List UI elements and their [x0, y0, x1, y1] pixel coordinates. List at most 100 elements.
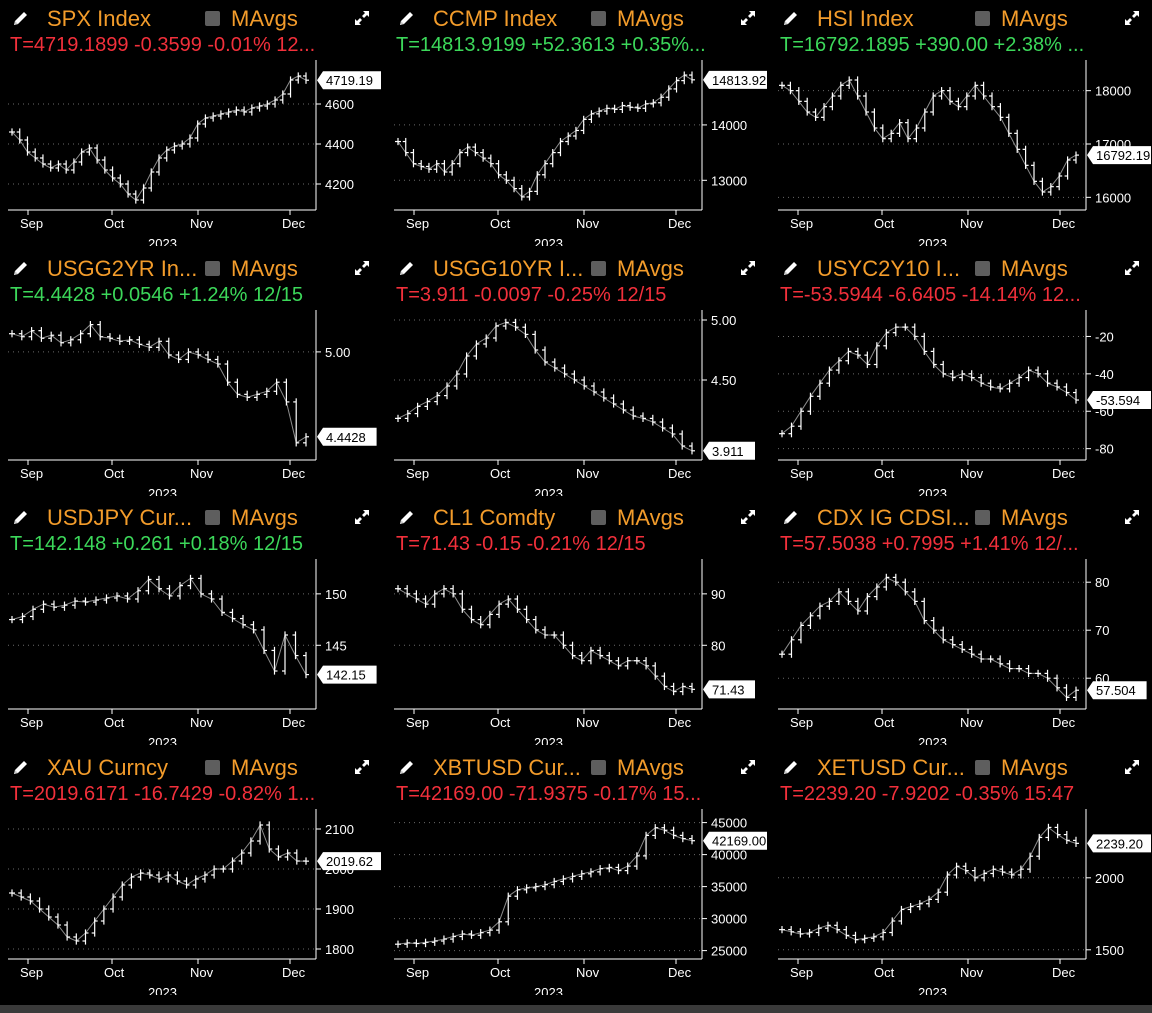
ticker-label[interactable]: XAU Curncy — [47, 755, 169, 780]
chart-panel[interactable]: CCMP Index MAvgs T=14813.9199 +52.3613 +0.… — [386, 0, 767, 248]
price-chart[interactable]: 4.50 5.00 Sep Oct Nov Dec 2023 3.911 — [386, 306, 767, 496]
checkbox-icon[interactable] — [591, 261, 606, 276]
pencil-icon[interactable] — [781, 8, 801, 28]
price-chart[interactable]: 1500 2000 Sep Oct Nov Dec 2023 2239.20 — [770, 805, 1151, 995]
expand-icon[interactable] — [352, 8, 372, 28]
chart-panel[interactable]: XETUSD Cur... MAvgs T=2239.20 -7.9202 -0.3… — [770, 749, 1151, 997]
chart-panel[interactable]: USGG2YR In... MAvgs T=4.4428 +0.0546 +1.24… — [0, 250, 381, 498]
ticker-label[interactable]: CL1 Comdty — [433, 505, 556, 530]
checkbox-icon[interactable] — [975, 510, 990, 525]
year-label: 2023 — [918, 236, 947, 246]
price-bar — [174, 871, 181, 885]
price-chart[interactable]: 5.00 Sep Oct Nov Dec 2023 4.4428 — [0, 306, 381, 496]
mavgs-label[interactable]: MAvgs — [617, 505, 684, 530]
chart-panel[interactable]: CL1 Comdty MAvgs T=71.43 -0.15 -0.21% 12/1… — [386, 499, 767, 747]
price-bar — [896, 119, 903, 137]
pencil-icon[interactable] — [397, 757, 417, 777]
expand-icon[interactable] — [738, 8, 758, 28]
ticker-label[interactable]: XETUSD Cur... — [817, 755, 965, 780]
mavgs-label[interactable]: MAvgs — [1001, 505, 1068, 530]
price-chart[interactable]: 25000 30000 35000 40000 45000 Sep Oct Nov Dec 202… — [386, 805, 767, 995]
x-tick-label: Dec — [282, 466, 306, 481]
price-chart[interactable]: 80 90 Sep Oct Nov Dec 2023 71.43 — [386, 555, 767, 745]
price-bar — [54, 913, 61, 929]
expand-icon[interactable] — [738, 757, 758, 777]
ticker-label[interactable]: SPX Index — [47, 6, 151, 31]
mavgs-label[interactable]: MAvgs — [617, 256, 684, 281]
expand-icon[interactable] — [1122, 757, 1142, 777]
checkbox-icon[interactable] — [205, 11, 220, 26]
chart-panel[interactable]: XBTUSD Cur... MAvgs T=42169.00 -71.9375 -0… — [386, 749, 767, 997]
chart-panel[interactable]: CDX IG CDSI... MAvgs T=57.5038 +0.7995 +1.… — [770, 499, 1151, 747]
mavgs-label[interactable]: MAvgs — [617, 755, 684, 780]
checkbox-icon[interactable] — [975, 760, 990, 775]
pencil-icon[interactable] — [781, 757, 801, 777]
mavgs-label[interactable]: MAvgs — [617, 6, 684, 31]
expand-icon[interactable] — [1122, 258, 1142, 278]
chart-panel[interactable]: USGG10YR I... MAvgs T=3.911 -0.0097 -0.25%… — [386, 250, 767, 498]
price-chart[interactable]: 145 150 Sep Oct Nov Dec 2023 142.15 — [0, 555, 381, 745]
price-chart[interactable]: 13000 14000 Sep Oct Nov Dec 2023 14813.92 — [386, 56, 767, 246]
mavgs-label[interactable]: MAvgs — [231, 256, 298, 281]
expand-icon[interactable] — [352, 507, 372, 527]
checkbox-icon[interactable] — [975, 261, 990, 276]
checkbox-icon[interactable] — [205, 510, 220, 525]
expand-icon[interactable] — [1122, 8, 1142, 28]
price-bar — [238, 849, 245, 865]
expand-icon[interactable] — [352, 757, 372, 777]
mavgs-label[interactable]: MAvgs — [1001, 256, 1068, 281]
price-bar — [963, 92, 970, 111]
price-bar — [250, 621, 257, 634]
pencil-icon[interactable] — [781, 507, 801, 527]
ticker-label[interactable]: CDX IG CDSI... — [817, 505, 970, 530]
mavgs-label[interactable]: MAvgs — [231, 6, 298, 31]
pencil-icon[interactable] — [11, 8, 31, 28]
chart-panel[interactable]: HSI Index MAvgs T=16792.1895 +390.00 +2.38… — [770, 0, 1151, 248]
x-tick-label: Dec — [282, 715, 306, 730]
price-bar — [303, 433, 309, 447]
bottom-scroll-bar[interactable] — [0, 1005, 1152, 1013]
mavgs-label[interactable]: MAvgs — [231, 505, 298, 530]
price-bar — [1006, 660, 1013, 673]
chart-panel[interactable]: USDJPY Cur... MAvgs T=142.148 +0.261 +0.18… — [0, 499, 381, 747]
checkbox-icon[interactable] — [591, 510, 606, 525]
price-bar — [959, 370, 966, 382]
price-bar — [185, 348, 192, 364]
mavgs-label[interactable]: MAvgs — [1001, 6, 1068, 31]
pencil-icon[interactable] — [11, 757, 31, 777]
checkbox-icon[interactable] — [205, 760, 220, 775]
expand-icon[interactable] — [352, 258, 372, 278]
mavgs-label[interactable]: MAvgs — [231, 755, 298, 780]
expand-icon[interactable] — [1122, 507, 1142, 527]
checkbox-icon[interactable] — [975, 11, 990, 26]
pencil-icon[interactable] — [397, 507, 417, 527]
pencil-icon[interactable] — [397, 8, 417, 28]
y-tick-label: 35000 — [711, 880, 747, 895]
expand-icon[interactable] — [738, 507, 758, 527]
pencil-icon[interactable] — [11, 258, 31, 278]
ticker-label[interactable]: USGG10YR I... — [433, 256, 584, 281]
expand-icon[interactable] — [738, 258, 758, 278]
chart-panel[interactable]: XAU Curncy MAvgs T=2019.6171 -16.7429 -0.8… — [0, 749, 381, 997]
chart-panel[interactable]: USYC2Y10 I... MAvgs T=-53.5944 -6.6405 -14… — [770, 250, 1151, 498]
ticker-label[interactable]: USYC2Y10 I... — [817, 256, 961, 281]
pencil-icon[interactable] — [11, 507, 31, 527]
checkbox-icon[interactable] — [591, 760, 606, 775]
chart-panel[interactable]: SPX Index MAvgs T=4719.1899 -0.3599 -0.01%… — [0, 0, 381, 248]
ticker-label[interactable]: USGG2YR In... — [47, 256, 198, 281]
ticker-label[interactable]: XBTUSD Cur... — [433, 755, 581, 780]
pencil-icon[interactable] — [397, 258, 417, 278]
ticker-label[interactable]: HSI Index — [817, 6, 914, 31]
mavgs-label[interactable]: MAvgs — [1001, 755, 1068, 780]
pencil-icon[interactable] — [781, 258, 801, 278]
ticker-label[interactable]: CCMP Index — [433, 6, 558, 31]
ticker-label[interactable]: USDJPY Cur... — [47, 505, 193, 530]
x-tick-label: Nov — [576, 466, 600, 481]
price-chart[interactable]: 4200 4400 4600 Sep Oct Nov Dec 2023 4719.19 — [0, 56, 381, 246]
checkbox-icon[interactable] — [591, 11, 606, 26]
price-chart[interactable]: 1800190020002100SepOctNovDec20232019.62 — [0, 805, 381, 995]
checkbox-icon[interactable] — [205, 261, 220, 276]
